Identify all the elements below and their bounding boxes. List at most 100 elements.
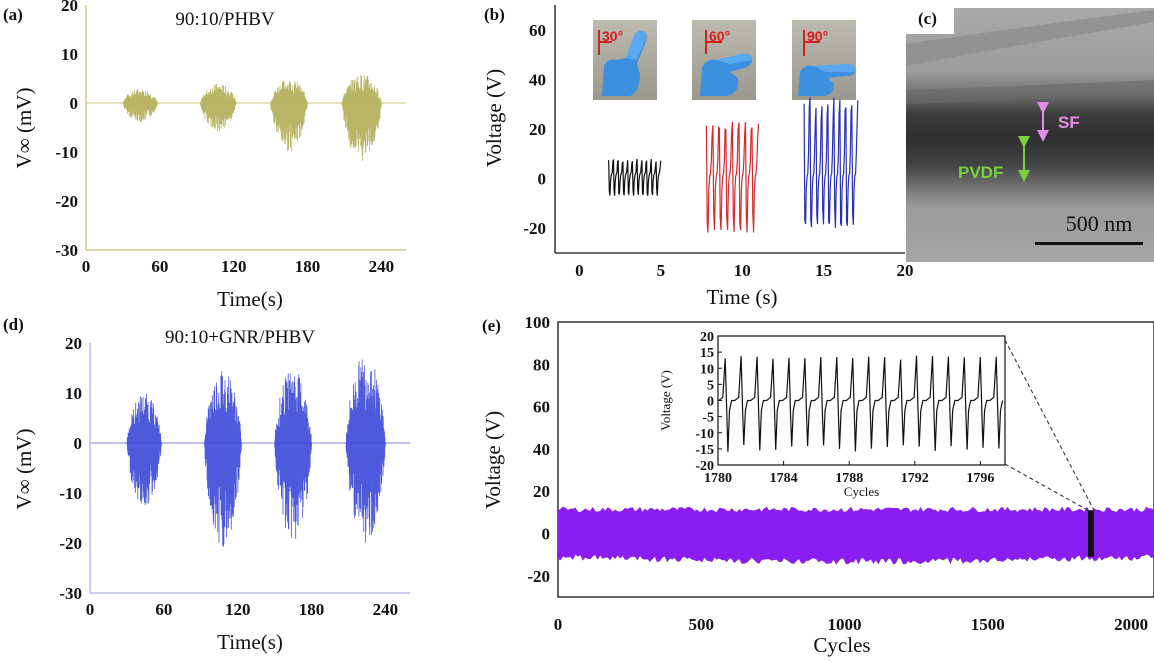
panel-b-ylabel: Voltage (V) xyxy=(482,69,506,167)
panel-a-burst-1 xyxy=(122,89,158,123)
panel-b-series-3 xyxy=(803,97,859,228)
panel-a-xtick: 240 xyxy=(369,257,395,276)
panel-b-series-1 xyxy=(608,158,662,196)
panel-e-ytick: 80 xyxy=(533,355,550,374)
panel-d-burst-1 xyxy=(126,393,162,506)
panel-e-xtick: 2000 xyxy=(1114,615,1148,634)
panel-a-xtick: 120 xyxy=(221,257,247,276)
panel-a-ytick: 0 xyxy=(70,94,79,113)
panel-c-label: (c) xyxy=(918,9,937,28)
panel-e-inset-xtick: 1792 xyxy=(901,471,929,486)
panel-e-xtick: 1000 xyxy=(828,615,862,634)
panel-e-inset-ylabel: Voltage (V) xyxy=(658,370,673,431)
panel-c-tem-image: (c) SF PVDF 500 nm xyxy=(906,8,1154,262)
panel-e-inset-xlabel: Cycles xyxy=(844,484,879,499)
panel-e-inset-ytick: -15 xyxy=(695,443,714,458)
panel-b-ytick: 60 xyxy=(529,21,546,40)
panel-d-ytick: 20 xyxy=(65,334,82,353)
panel-d-xtick: 0 xyxy=(86,600,95,619)
panel-d-chart: (d) 90:10+GNR/PHBV 20 10 0 -10 -20 -30 0 60 120… xyxy=(3,315,410,654)
panel-d-ytick: -20 xyxy=(59,534,82,553)
panel-e-xtick: 0 xyxy=(554,615,563,634)
panel-b-xtick: 5 xyxy=(657,261,666,280)
panel-e-inset-ytick: 10 xyxy=(700,362,714,377)
panel-d-burst-4 xyxy=(345,359,386,543)
panel-a-ytick: -20 xyxy=(55,192,78,211)
panel-a-label: (a) xyxy=(3,5,23,24)
panel-e-connector-top xyxy=(1004,339,1095,511)
panel-e-xlabel: Cycles xyxy=(813,633,870,657)
pvdf-label: PVDF xyxy=(958,163,1003,182)
panel-a-burst-2 xyxy=(200,83,237,132)
panel-a-chart: (a) 90:10/PHBV 20 10 0 -10 -20 -30 0 60 120 180 2… xyxy=(3,0,406,311)
panel-e-ytick: -20 xyxy=(527,567,550,586)
panel-e-inset-series xyxy=(718,355,1004,452)
panel-d-ytick: -10 xyxy=(59,484,82,503)
panel-e-inset-ytick: 5 xyxy=(707,378,714,393)
panel-a-xtick: 180 xyxy=(295,257,321,276)
panel-b-xtick: 0 xyxy=(575,261,584,280)
panel-a-xlabel: Time(s) xyxy=(217,287,283,311)
panel-d-burst-3 xyxy=(274,373,312,539)
panel-e-inset-ytick: -20 xyxy=(695,459,714,474)
panel-a-burst-3 xyxy=(270,80,308,152)
panel-a-xtick: 60 xyxy=(151,257,168,276)
panel-d-xtick: 120 xyxy=(225,600,251,619)
panel-b-xtick: 15 xyxy=(815,261,832,280)
panel-d-ytick: -30 xyxy=(59,584,82,603)
panel-e-xtick: 500 xyxy=(689,615,715,634)
panel-d-xlabel: Time(s) xyxy=(217,630,283,654)
panel-e-inset-ytick: 20 xyxy=(700,330,714,345)
gesture-photo-30: 30° xyxy=(593,20,657,100)
panel-e-ytick: 40 xyxy=(533,440,550,459)
panel-a-ytick: 10 xyxy=(61,45,78,64)
panel-e-ytick: 100 xyxy=(525,313,551,332)
panel-b-xtick: 10 xyxy=(734,261,751,280)
panel-b-series-2 xyxy=(705,121,760,233)
panel-d-ylabel: V∞ (mV) xyxy=(12,429,36,510)
panel-b-ytick: 0 xyxy=(538,170,547,189)
panel-a-ytick: -10 xyxy=(55,143,78,162)
gesture-photos: 30° 60° 90° xyxy=(593,20,856,100)
panel-d-label: (d) xyxy=(3,315,24,334)
panel-a-ytick: 20 xyxy=(61,0,78,15)
panel-e-inset-xtick: 1780 xyxy=(704,471,732,486)
angle-60-label: 60° xyxy=(709,28,730,44)
scale-bar xyxy=(1035,242,1143,245)
panel-e-inset-xtick: 1784 xyxy=(770,471,798,486)
panel-b-label: (b) xyxy=(484,5,505,24)
panel-e-inset-ytick: -5 xyxy=(702,411,714,426)
panel-a-title: 90:10/PHBV xyxy=(175,9,275,30)
angle-30-label: 30° xyxy=(602,28,623,44)
panel-d-ytick: 0 xyxy=(74,434,83,453)
panel-b-xtick: 20 xyxy=(897,261,914,280)
panel-e-ytick: 20 xyxy=(533,482,550,501)
scale-bar-label: 500 nm xyxy=(1066,211,1133,236)
panel-e-connector-bottom xyxy=(1004,463,1089,511)
gesture-photo-90: 90° xyxy=(792,20,856,100)
angle-90-label: 90° xyxy=(807,28,828,44)
sf-label: SF xyxy=(1058,113,1080,132)
panel-e-xtick: 1500 xyxy=(971,615,1005,634)
panel-d-burst-2 xyxy=(204,371,242,547)
panel-d-xtick: 180 xyxy=(299,600,325,619)
panel-e-inset-xtick: 1788 xyxy=(835,471,863,486)
panel-e-inset-ytick: 15 xyxy=(700,346,714,361)
panel-a-xtick: 0 xyxy=(82,257,91,276)
panel-e-ytick: 60 xyxy=(533,398,550,417)
gesture-photo-60: 60° xyxy=(692,20,756,100)
panel-a-ytick: -30 xyxy=(55,241,78,260)
panel-d-xtick: 240 xyxy=(373,600,399,619)
panel-e-inset-ytick: 0 xyxy=(707,395,714,410)
panel-b-ytick: 40 xyxy=(529,70,546,89)
panel-a-burst-4 xyxy=(341,74,382,161)
panel-e-inset-xtick: 1796 xyxy=(966,471,994,486)
panel-e-label: (e) xyxy=(482,316,501,335)
panel-b-ytick: -20 xyxy=(523,219,546,238)
panel-b-ytick: 20 xyxy=(529,120,546,139)
panel-e-ytick: 0 xyxy=(542,525,551,544)
panel-d-title: 90:10+GNR/PHBV xyxy=(165,327,315,348)
panel-b-chart: (b) 60 40 20 0 -20 0 5 10 15 20 30° 60° xyxy=(482,5,914,309)
panel-e-zoom-region xyxy=(1087,510,1094,557)
